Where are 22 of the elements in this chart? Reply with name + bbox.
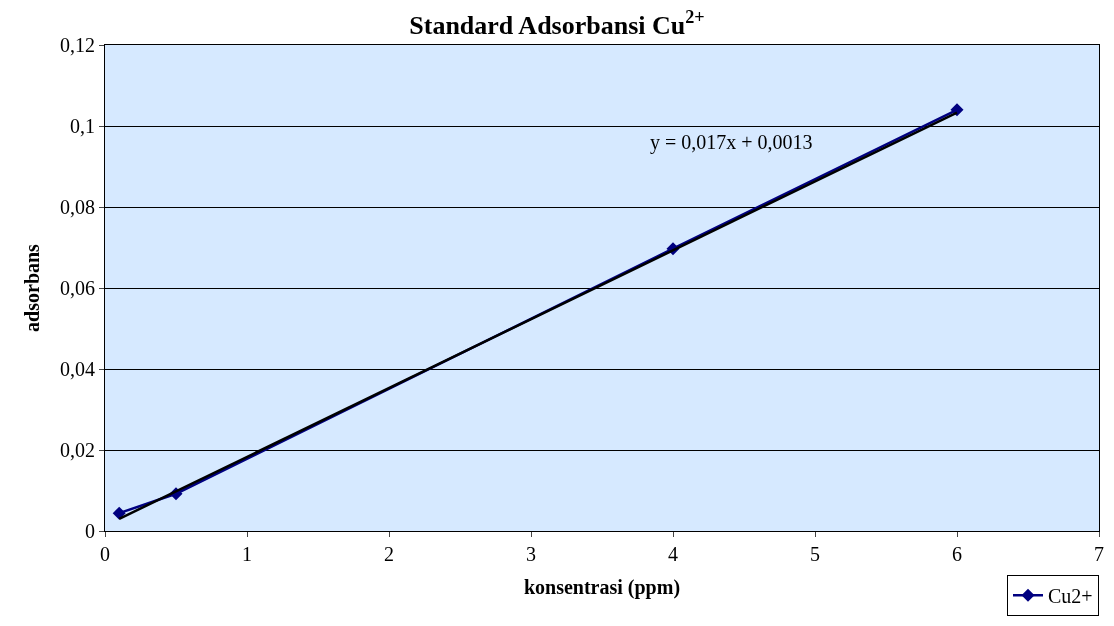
y-tick-label: 0,04 <box>60 358 95 380</box>
x-tick-label: 0 <box>100 543 110 565</box>
x-axis-title: konsentrasi (ppm) <box>523 575 681 599</box>
chart-title: Standard Adsorbansi Cu$^{2+}$ <box>409 6 705 40</box>
annotation: y = 0,017x + 0,0013 <box>650 131 813 154</box>
x-tick-label: 7 <box>1094 543 1104 565</box>
y-tick-label: 0,12 <box>60 34 95 56</box>
point <box>950 103 964 117</box>
x-tick-label: 1 <box>242 543 252 565</box>
y-tick-label: 0 <box>85 520 95 542</box>
y-tick-label: 0,02 <box>60 439 95 461</box>
point <box>112 506 126 520</box>
x-tick-label: 2 <box>384 543 394 565</box>
x-tick-label: 6 <box>952 543 962 565</box>
x-tick-label: 3 <box>526 543 536 565</box>
y-tick-label: 0,06 <box>60 277 95 299</box>
x-tick-label: 5 <box>810 543 820 565</box>
y-axis-title: adsorbans <box>20 243 43 332</box>
y-tick-label: 0,1 <box>70 115 95 137</box>
y-tick-label: 0,08 <box>60 196 95 218</box>
legend-label: Cu2+ <box>1048 585 1093 608</box>
x-tick-label: 4 <box>668 543 678 565</box>
